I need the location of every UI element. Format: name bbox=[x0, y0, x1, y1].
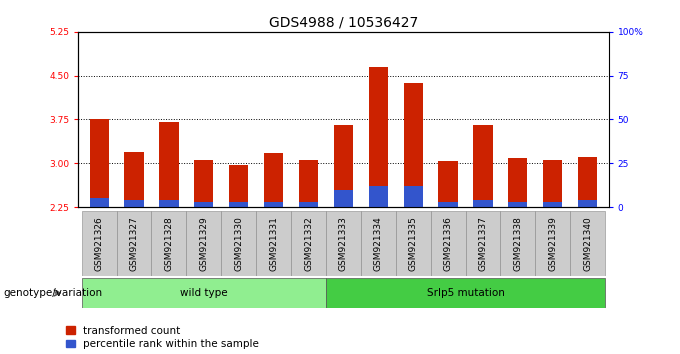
Bar bbox=[369, 67, 388, 207]
Text: GSM921329: GSM921329 bbox=[199, 216, 208, 271]
Bar bbox=[229, 202, 248, 207]
FancyBboxPatch shape bbox=[571, 211, 605, 276]
Text: GSM921338: GSM921338 bbox=[513, 216, 522, 271]
FancyBboxPatch shape bbox=[221, 211, 256, 276]
Bar bbox=[159, 122, 179, 207]
FancyBboxPatch shape bbox=[430, 211, 466, 276]
Bar bbox=[299, 160, 318, 207]
Text: GSM921339: GSM921339 bbox=[548, 216, 558, 271]
Text: GSM921333: GSM921333 bbox=[339, 216, 348, 271]
Text: GSM921336: GSM921336 bbox=[443, 216, 453, 271]
FancyBboxPatch shape bbox=[116, 211, 152, 276]
Bar bbox=[159, 200, 179, 207]
Bar bbox=[299, 202, 318, 207]
Text: GSM921334: GSM921334 bbox=[374, 216, 383, 271]
Text: GSM921335: GSM921335 bbox=[409, 216, 418, 271]
FancyBboxPatch shape bbox=[82, 278, 326, 308]
FancyBboxPatch shape bbox=[256, 211, 291, 276]
Title: GDS4988 / 10536427: GDS4988 / 10536427 bbox=[269, 15, 418, 29]
Bar bbox=[124, 152, 143, 207]
FancyBboxPatch shape bbox=[326, 278, 605, 308]
Bar bbox=[578, 200, 597, 207]
Bar bbox=[264, 153, 283, 207]
Bar bbox=[578, 158, 597, 207]
Bar bbox=[90, 198, 109, 207]
Text: GSM921330: GSM921330 bbox=[234, 216, 243, 271]
FancyBboxPatch shape bbox=[361, 211, 396, 276]
Bar bbox=[334, 190, 353, 207]
Bar bbox=[194, 160, 214, 207]
Text: wild type: wild type bbox=[180, 288, 228, 298]
Bar bbox=[264, 202, 283, 207]
Bar bbox=[334, 125, 353, 207]
Bar bbox=[508, 202, 528, 207]
FancyBboxPatch shape bbox=[186, 211, 221, 276]
FancyBboxPatch shape bbox=[326, 211, 361, 276]
Text: GSM921331: GSM921331 bbox=[269, 216, 278, 271]
Bar bbox=[543, 202, 562, 207]
Text: Srlp5 mutation: Srlp5 mutation bbox=[426, 288, 505, 298]
Bar bbox=[543, 160, 562, 207]
Text: genotype/variation: genotype/variation bbox=[3, 288, 103, 298]
Bar bbox=[229, 165, 248, 207]
Bar bbox=[194, 202, 214, 207]
FancyBboxPatch shape bbox=[535, 211, 571, 276]
Bar bbox=[473, 125, 492, 207]
Bar bbox=[439, 161, 458, 207]
Bar bbox=[508, 158, 528, 207]
FancyBboxPatch shape bbox=[291, 211, 326, 276]
Bar bbox=[439, 202, 458, 207]
FancyBboxPatch shape bbox=[82, 211, 116, 276]
Bar bbox=[369, 186, 388, 207]
Bar bbox=[404, 83, 423, 207]
Text: GSM921328: GSM921328 bbox=[165, 216, 173, 271]
Text: GSM921327: GSM921327 bbox=[129, 216, 139, 271]
Bar bbox=[404, 186, 423, 207]
Text: GSM921326: GSM921326 bbox=[95, 216, 103, 271]
Text: GSM921337: GSM921337 bbox=[479, 216, 488, 271]
Bar bbox=[90, 120, 109, 207]
FancyBboxPatch shape bbox=[466, 211, 500, 276]
Bar bbox=[124, 200, 143, 207]
FancyBboxPatch shape bbox=[152, 211, 186, 276]
Bar bbox=[473, 200, 492, 207]
Text: GSM921332: GSM921332 bbox=[304, 216, 313, 271]
Legend: transformed count, percentile rank within the sample: transformed count, percentile rank withi… bbox=[67, 326, 259, 349]
Text: GSM921340: GSM921340 bbox=[583, 216, 592, 271]
FancyBboxPatch shape bbox=[500, 211, 535, 276]
FancyBboxPatch shape bbox=[396, 211, 430, 276]
